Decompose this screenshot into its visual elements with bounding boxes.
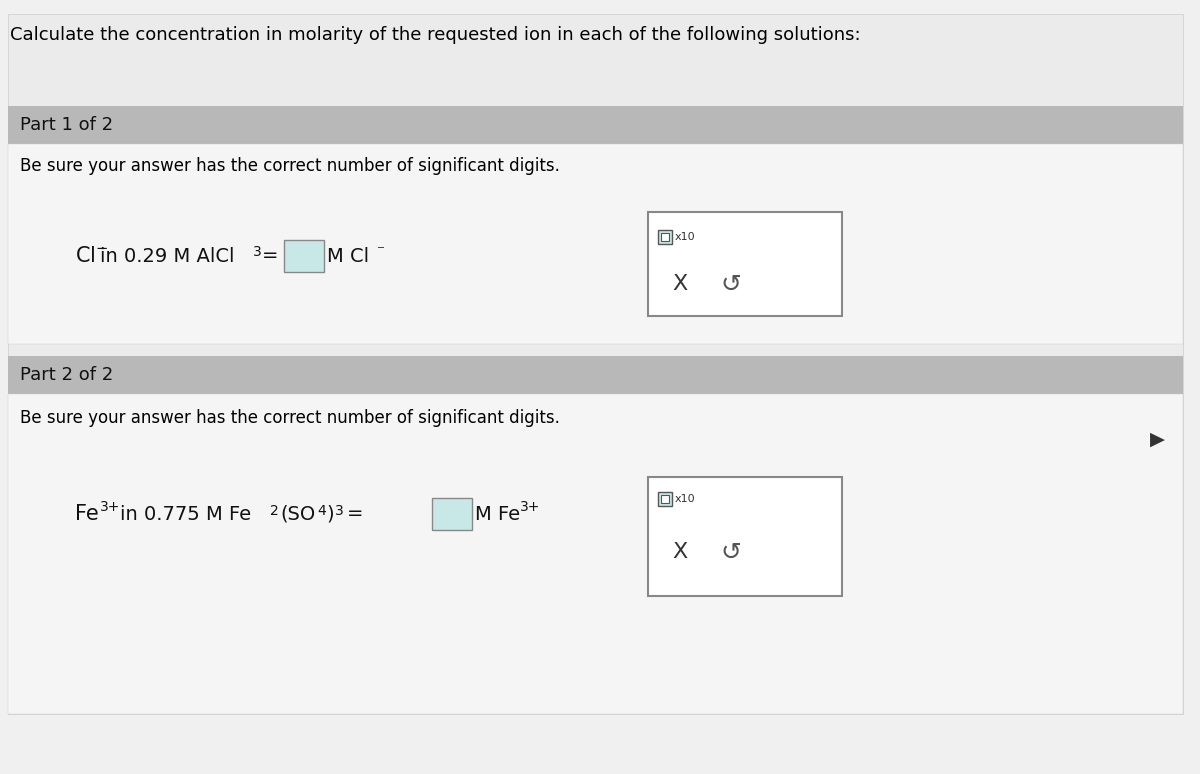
- Text: X: X: [672, 542, 688, 562]
- Text: 4: 4: [317, 504, 325, 518]
- Text: Be sure your answer has the correct number of significant digits.: Be sure your answer has the correct numb…: [20, 409, 560, 427]
- FancyBboxPatch shape: [8, 106, 1183, 144]
- Text: Part 1 of 2: Part 1 of 2: [20, 116, 113, 134]
- FancyBboxPatch shape: [8, 356, 1183, 394]
- FancyBboxPatch shape: [8, 14, 1183, 714]
- Text: ⁻: ⁻: [377, 244, 385, 259]
- Text: M Fe: M Fe: [475, 505, 520, 523]
- Text: x10: x10: [674, 232, 696, 242]
- Text: $↺$: $↺$: [720, 540, 740, 564]
- Text: M Cl: M Cl: [326, 246, 370, 265]
- Text: 3+: 3+: [520, 500, 540, 514]
- FancyBboxPatch shape: [658, 492, 672, 506]
- Text: $↺$: $↺$: [720, 272, 740, 296]
- Text: ▶: ▶: [1150, 430, 1165, 448]
- FancyBboxPatch shape: [648, 212, 842, 316]
- FancyBboxPatch shape: [661, 495, 670, 503]
- Text: in 0.29 M AlCl: in 0.29 M AlCl: [100, 246, 234, 265]
- FancyBboxPatch shape: [8, 394, 1183, 714]
- Text: Calculate the concentration in molarity of the requested ion in each of the foll: Calculate the concentration in molarity …: [10, 26, 860, 44]
- Text: in 0.775 M Fe: in 0.775 M Fe: [120, 505, 251, 523]
- Text: Part 2 of 2: Part 2 of 2: [20, 366, 113, 384]
- FancyBboxPatch shape: [8, 144, 1183, 344]
- Text: 2: 2: [270, 504, 278, 518]
- Text: (SO: (SO: [280, 505, 316, 523]
- Text: ): ): [326, 505, 334, 523]
- FancyBboxPatch shape: [658, 230, 672, 244]
- Text: Cl$^{-}$: Cl$^{-}$: [74, 246, 108, 266]
- Text: 3: 3: [335, 504, 343, 518]
- Text: 3: 3: [253, 245, 262, 259]
- Text: X: X: [672, 274, 688, 294]
- Text: =: =: [262, 246, 278, 265]
- FancyBboxPatch shape: [284, 240, 324, 272]
- Text: Fe: Fe: [74, 504, 98, 524]
- Text: Be sure your answer has the correct number of significant digits.: Be sure your answer has the correct numb…: [20, 157, 560, 175]
- FancyBboxPatch shape: [661, 233, 670, 241]
- FancyBboxPatch shape: [432, 498, 472, 530]
- Text: x10: x10: [674, 494, 696, 504]
- Text: 3+: 3+: [100, 500, 120, 514]
- FancyBboxPatch shape: [648, 477, 842, 596]
- Text: =: =: [347, 505, 364, 523]
